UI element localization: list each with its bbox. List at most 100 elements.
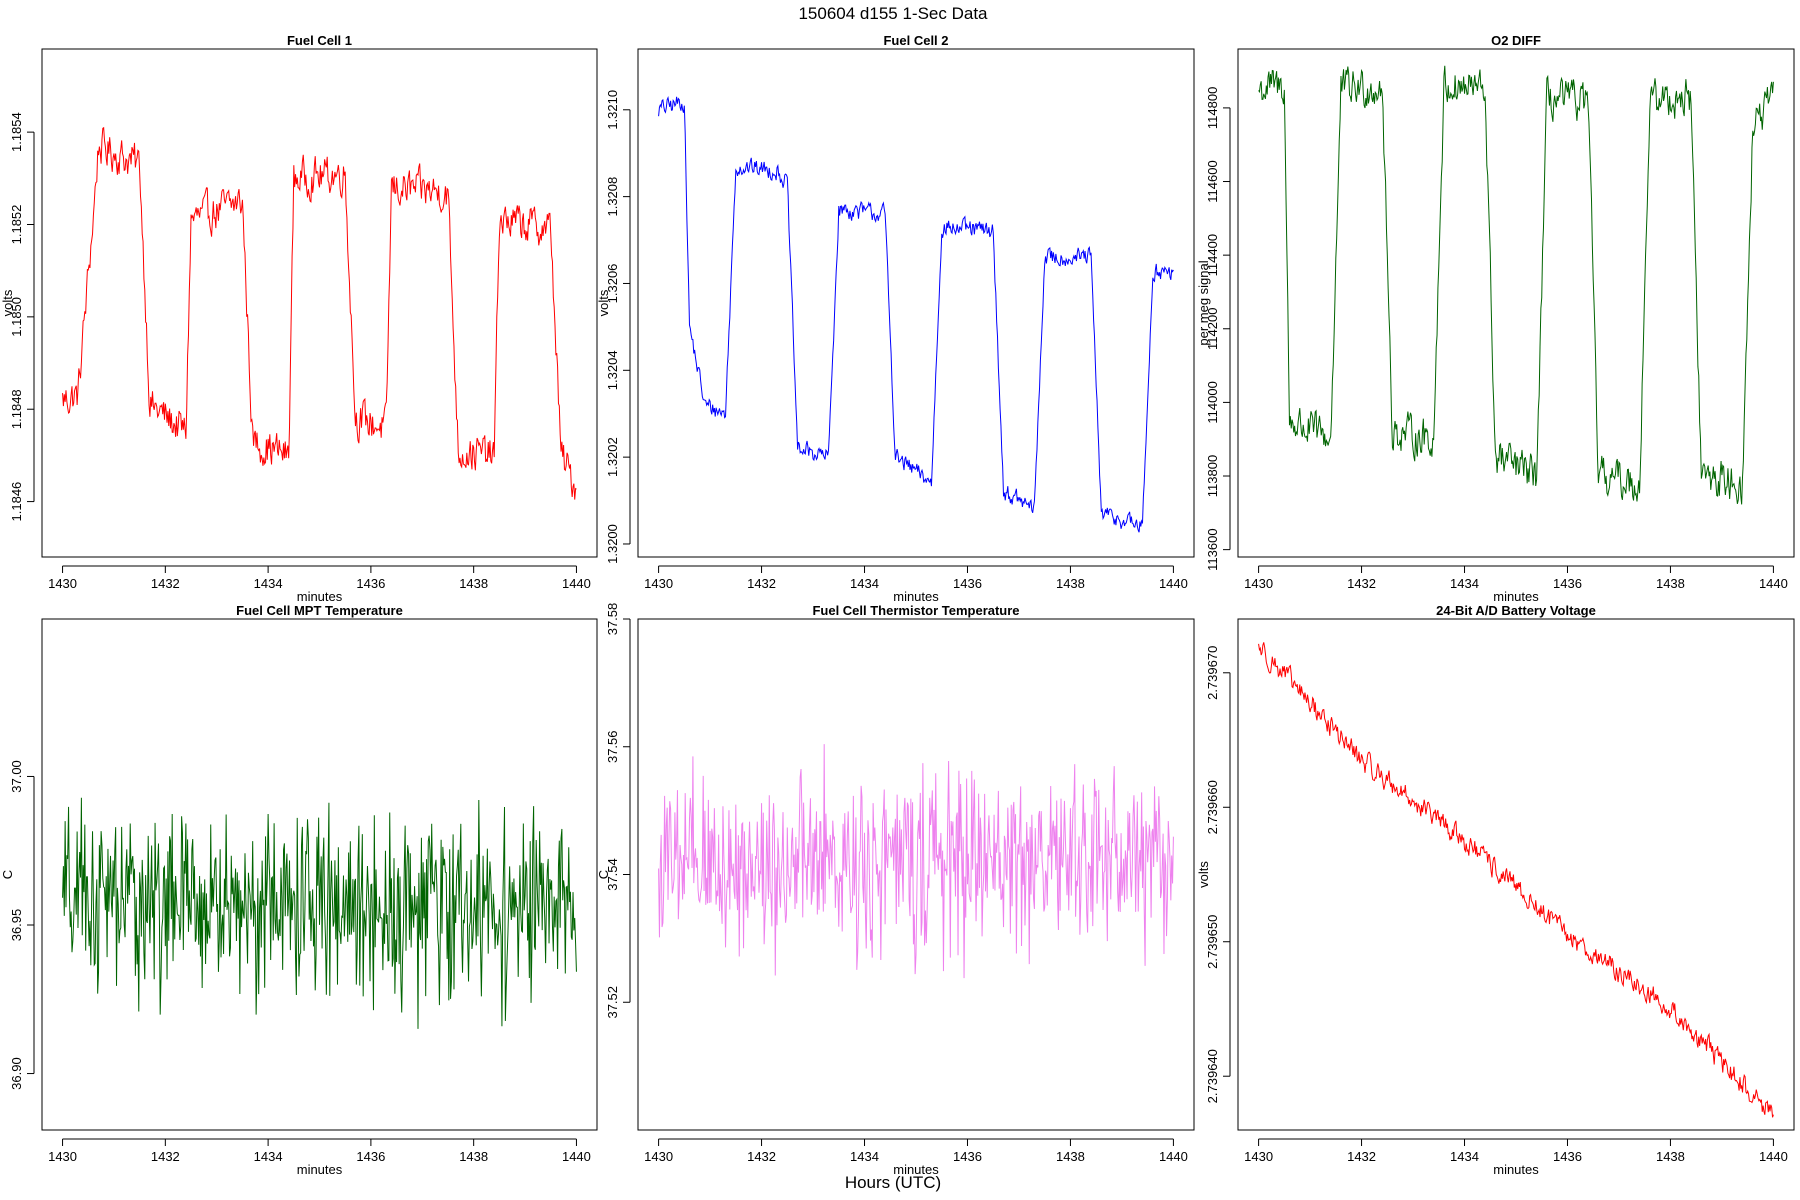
x-tick-label: 1438: [1656, 576, 1685, 591]
panel-fuel-cell-thermistor-temperature: Fuel Cell Thermistor Temperature 1430 1432…: [596, 603, 1195, 1177]
y-tick-label: 37.52: [605, 986, 620, 1019]
y-tick-label: 37.00: [9, 760, 24, 793]
panel-24-bit-a-d-battery-voltage: 24-Bit A/D Battery Voltage 1430 1432 1434 14…: [1196, 603, 1795, 1177]
x-tick-label: 1436: [1553, 576, 1582, 591]
y-tick-label: 114200: [1205, 308, 1220, 350]
x-axis-label: minutes: [297, 589, 343, 604]
x-axis-label: minutes: [893, 1162, 939, 1177]
x-tick-label: 1434: [1450, 576, 1479, 591]
series-line-fuel-cell-thermistor-temperature: [658, 744, 1174, 979]
x-tick-label: 1440: [1159, 1149, 1188, 1164]
y-axis: 36.90 36.95 37.00 C: [0, 760, 35, 1090]
x-tick-label: 1430: [1244, 576, 1273, 591]
plot-frame: [637, 618, 1195, 1131]
x-tick-label: 1436: [953, 1149, 982, 1164]
panel-title: Fuel Cell 1: [287, 33, 352, 48]
y-tick-label: 2.739640: [1205, 1049, 1220, 1103]
plot-frame: [1237, 48, 1795, 558]
x-tick-label: 1440: [1159, 576, 1188, 591]
x-axis: 1430 1432 1434 1436 1438 1440 minutes: [1244, 565, 1788, 604]
y-tick-label: 1.3204: [605, 350, 620, 390]
x-tick-label: 1430: [644, 576, 673, 591]
y-axis-label: volts: [1196, 861, 1211, 888]
y-tick-label: 114000: [1205, 381, 1220, 423]
y-tick-label: 36.90: [9, 1057, 24, 1090]
y-axis: 37.52 37.54 37.56 37.58 C: [596, 603, 631, 1019]
x-tick-label: 1434: [850, 576, 879, 591]
panel-o2-diff: O2 DIFF 1430 1432 1434 1436 1438 1440 minutes 11…: [1196, 33, 1795, 604]
x-tick-label: 1440: [562, 576, 591, 591]
plot-frame: [1237, 618, 1795, 1131]
x-axis-label: minutes: [1493, 1162, 1539, 1177]
panel-fuel-cell-2: Fuel Cell 2 1430 1432 1434 1436 1438 1440 minut…: [596, 33, 1195, 604]
x-tick-label: 1438: [1056, 576, 1085, 591]
panel-title: Fuel Cell MPT Temperature: [236, 603, 403, 618]
y-tick-label: 1.1846: [9, 482, 24, 522]
x-tick-label: 1434: [1450, 1149, 1479, 1164]
y-tick-label: 37.56: [605, 730, 620, 763]
y-axis: 2.739640 2.739650 2.739660 2.739670 volts: [1196, 646, 1231, 1103]
x-tick-label: 1432: [747, 1149, 776, 1164]
panel-title: Fuel Cell Thermistor Temperature: [812, 603, 1019, 618]
x-tick-label: 1434: [850, 1149, 879, 1164]
y-tick-label: 1.1854: [9, 112, 24, 152]
y-tick-label: 114400: [1205, 234, 1220, 276]
y-axis-label: C: [0, 870, 15, 879]
x-axis-label: minutes: [297, 1162, 343, 1177]
figure-xlabel: Hours (UTC): [845, 1173, 941, 1192]
panel-title: Fuel Cell 2: [883, 33, 948, 48]
x-axis: 1430 1432 1434 1436 1438 1440 minutes: [1244, 1138, 1788, 1177]
series-line-24-bit-a-d-battery-voltage: [1258, 642, 1774, 1118]
y-tick-label: 114600: [1205, 160, 1220, 202]
y-tick-label: 36.95: [9, 909, 24, 942]
panel-fuel-cell-mpt-temperature: Fuel Cell MPT Temperature 1430 1432 1434 143…: [0, 603, 598, 1177]
y-tick-label: 114800: [1205, 87, 1220, 129]
plot-frame: [637, 48, 1195, 558]
x-tick-label: 1430: [48, 576, 77, 591]
y-tick-label: 37.54: [605, 858, 620, 891]
x-axis-label: minutes: [893, 589, 939, 604]
series-line-fuel-cell-mpt-temperature: [62, 797, 577, 1029]
y-axis: 1.3200 1.3202 1.3204 1.3206 1.3208 1.3210 volt…: [596, 90, 631, 564]
y-tick-label: 1.3206: [605, 264, 620, 304]
plot-frame: [41, 48, 598, 558]
x-axis: 1430 1432 1434 1436 1438 1440 minutes: [644, 565, 1188, 604]
x-tick-label: 1438: [459, 576, 488, 591]
y-axis: 1.1846 1.1848 1.1850 1.1852 1.1854 volts: [0, 112, 35, 522]
x-axis: 1430 1432 1434 1436 1438 1440 minutes: [48, 565, 591, 604]
y-tick-label: 113800: [1205, 455, 1220, 497]
x-tick-label: 1430: [48, 1149, 77, 1164]
x-axis: 1430 1432 1434 1436 1438 1440 minutes: [644, 1138, 1188, 1177]
y-tick-label: 2.739650: [1205, 915, 1220, 969]
x-tick-label: 1432: [1347, 576, 1376, 591]
x-tick-label: 1440: [562, 1149, 591, 1164]
x-tick-label: 1432: [1347, 1149, 1376, 1164]
figure-title: 150604 d155 1-Sec Data: [798, 4, 988, 23]
x-tick-label: 1432: [151, 576, 180, 591]
x-tick-label: 1434: [254, 576, 283, 591]
x-tick-label: 1430: [1244, 1149, 1273, 1164]
y-axis-label: per meg signal: [1196, 260, 1211, 345]
x-tick-label: 1432: [151, 1149, 180, 1164]
y-tick-label: 1.3202: [605, 437, 620, 477]
x-tick-label: 1440: [1759, 576, 1788, 591]
y-tick-label: 1.1848: [9, 389, 24, 429]
y-tick-label: 1.1850: [9, 297, 24, 337]
x-tick-label: 1438: [1656, 1149, 1685, 1164]
y-tick-label: 2.739660: [1205, 780, 1220, 834]
x-tick-label: 1436: [356, 1149, 385, 1164]
panel-title: 24-Bit A/D Battery Voltage: [1436, 603, 1596, 618]
y-tick-label: 2.739670: [1205, 646, 1220, 700]
y-tick-label: 1.3210: [605, 90, 620, 130]
x-tick-label: 1434: [254, 1149, 283, 1164]
y-axis-label: volts: [596, 289, 611, 316]
x-tick-label: 1436: [356, 576, 385, 591]
x-tick-label: 1436: [1553, 1149, 1582, 1164]
x-tick-label: 1432: [747, 576, 776, 591]
x-axis-label: minutes: [1493, 589, 1539, 604]
y-tick-label: 1.3200: [605, 524, 620, 564]
y-axis-label: C: [596, 870, 611, 879]
x-tick-label: 1438: [459, 1149, 488, 1164]
y-axis-label: volts: [0, 289, 15, 316]
